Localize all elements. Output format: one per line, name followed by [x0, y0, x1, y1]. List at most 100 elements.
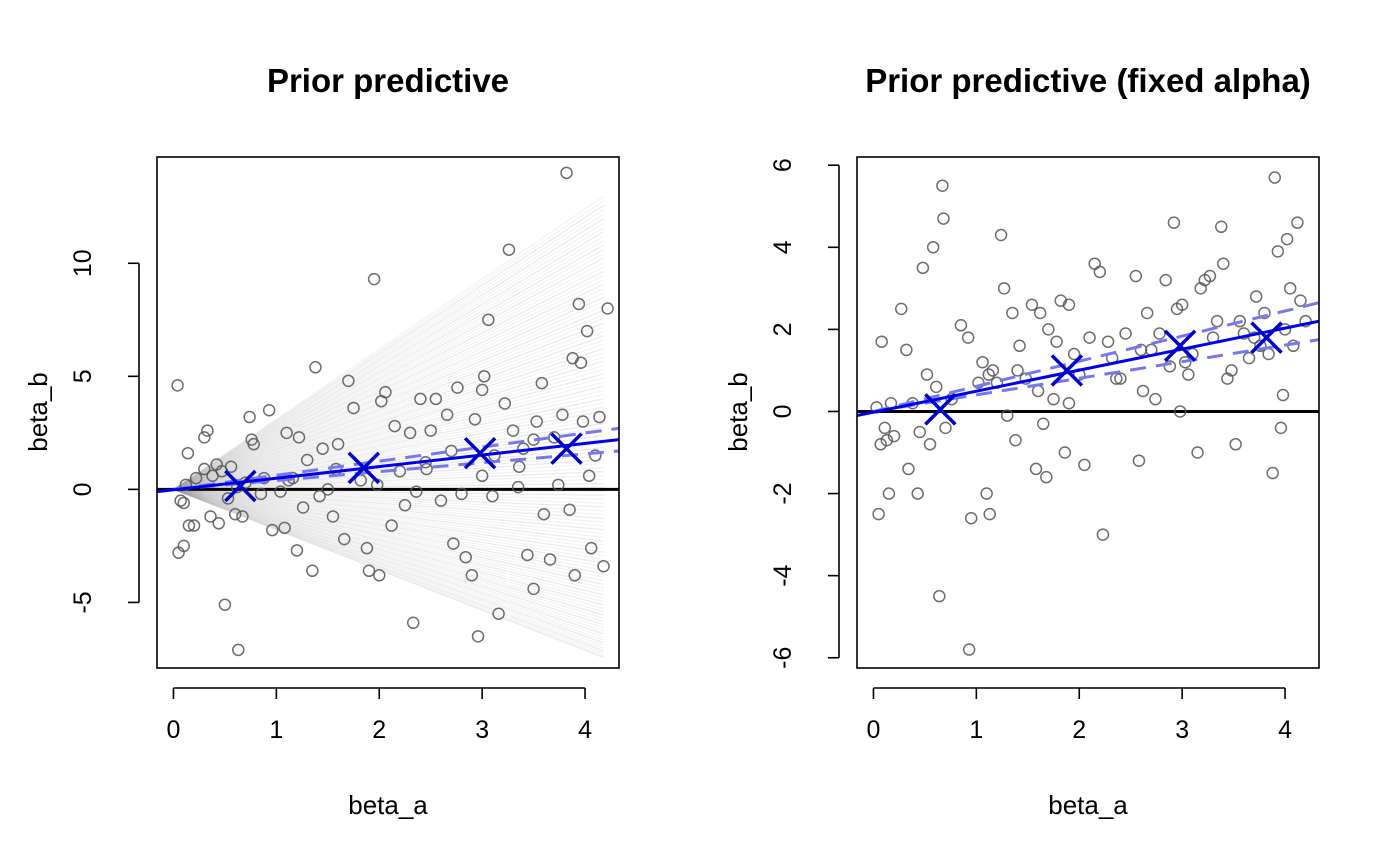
- prior-draw-line: [173, 402, 604, 491]
- data-point: [1088, 257, 1101, 270]
- prior-draw-line: [173, 248, 604, 490]
- x-tick-label: 4: [1278, 716, 1292, 744]
- data-point: [1033, 306, 1047, 320]
- data-point: [1233, 314, 1247, 328]
- prior-draw-line: [173, 352, 604, 490]
- prior-draw-line: [173, 339, 604, 490]
- prior-draw-line: [173, 373, 604, 491]
- data-point: [597, 560, 610, 573]
- fit-line: [857, 319, 1319, 418]
- data-point: [1217, 257, 1230, 270]
- data-point: [1258, 306, 1271, 320]
- data-point: [902, 462, 915, 476]
- data-point: [414, 392, 427, 406]
- prior-draw-line: [173, 213, 604, 490]
- data-point: [911, 487, 924, 500]
- data-point: [424, 424, 437, 437]
- prior-draw-line: [173, 335, 604, 490]
- y-tick-label: 5: [69, 369, 97, 383]
- prior-draw-line: [173, 322, 604, 490]
- data-point: [459, 550, 472, 564]
- prior-draw-line: [173, 488, 604, 550]
- data-point: [589, 449, 602, 462]
- prior-draw-line: [173, 455, 604, 491]
- data-point: [983, 507, 996, 521]
- band-upper-line: [173, 426, 619, 491]
- data-point: [1036, 417, 1050, 431]
- prior-draw-line: [173, 471, 604, 491]
- data-point: [1266, 466, 1279, 480]
- prior-draw-line: [173, 488, 604, 657]
- data-point: [1119, 327, 1132, 340]
- prior-draw-line: [173, 488, 604, 596]
- data-point: [1009, 433, 1022, 447]
- data-point: [1271, 245, 1285, 258]
- x-marker-stroke: [224, 469, 257, 503]
- data-point: [1242, 351, 1256, 365]
- data-point: [1249, 290, 1263, 303]
- panel-prior-predictive: Prior predictive 0 1 2 3 4 -5 0 5 10 beta_a bet…: [23, 62, 620, 820]
- prior-draw-line: [173, 488, 604, 635]
- x-marker: [1050, 354, 1084, 387]
- data-point: [512, 460, 526, 474]
- prior-draw-line: [173, 343, 604, 490]
- y-tick-label: 0: [69, 482, 97, 496]
- data-point: [1299, 314, 1312, 328]
- data-point: [980, 487, 993, 500]
- data-point: [511, 480, 525, 494]
- data-point: [1011, 364, 1024, 377]
- prior-draw-line: [173, 326, 604, 490]
- data-point: [290, 544, 304, 557]
- x-marker-stroke: [550, 432, 583, 465]
- x-marker: [550, 432, 583, 465]
- data-point: [1229, 438, 1242, 451]
- prior-draw-line: [173, 488, 604, 520]
- data-point: [306, 564, 319, 578]
- data-point: [385, 519, 398, 532]
- prior-draw-line: [173, 488, 604, 638]
- x-marker: [1163, 329, 1197, 363]
- data-point: [563, 503, 576, 516]
- data-point: [429, 392, 443, 406]
- data-point: [1149, 392, 1162, 406]
- data-point: [187, 519, 201, 532]
- data-point: [535, 376, 549, 390]
- data-point: [560, 166, 573, 180]
- prior-draw-line: [173, 488, 604, 538]
- data-point: [552, 478, 565, 492]
- prior-draw-line: [173, 385, 604, 491]
- data-point: [212, 517, 225, 530]
- data-point: [265, 523, 279, 537]
- prior-draw-line: [173, 288, 604, 490]
- data-point: [1274, 421, 1288, 435]
- prior-draw-line: [173, 204, 604, 490]
- data-point: [1025, 298, 1039, 312]
- data-point: [262, 403, 276, 417]
- data-point: [300, 453, 314, 467]
- prior-draw-line: [173, 488, 604, 557]
- prior-draw-line: [173, 488, 604, 542]
- data-point: [1000, 409, 1014, 422]
- data-point: [403, 426, 417, 440]
- prior-draw-line: [173, 488, 604, 531]
- prior-draw-line: [173, 331, 604, 490]
- prior-draw-line: [173, 209, 604, 490]
- data-point: [1294, 294, 1307, 307]
- data-point: [1276, 388, 1290, 402]
- data-point: [189, 471, 203, 485]
- prior-draw-line: [173, 266, 604, 490]
- prior-draw-line: [173, 467, 604, 491]
- prior-draw-line: [173, 488, 604, 568]
- data-point: [1062, 397, 1076, 410]
- x-marker-stroke: [1250, 321, 1283, 354]
- prior-draw-line: [173, 244, 604, 490]
- data-point: [465, 569, 479, 582]
- fit-layer: [157, 426, 619, 503]
- data-point: [926, 241, 940, 254]
- prior-draw-line: [173, 488, 604, 586]
- data-point: [326, 510, 340, 523]
- data-point: [182, 519, 196, 532]
- data-point: [347, 401, 360, 415]
- prior-draw-line: [173, 226, 604, 490]
